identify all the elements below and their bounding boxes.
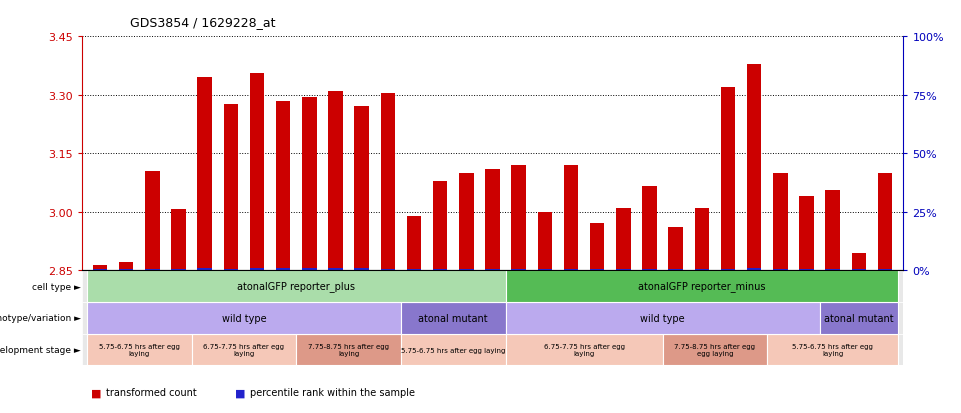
Text: cell type ►: cell type ► bbox=[33, 282, 81, 291]
Bar bbox=[93, 269, 108, 271]
Bar bbox=[86, 334, 191, 366]
Bar bbox=[695, 208, 709, 271]
Bar bbox=[877, 269, 892, 271]
Bar bbox=[145, 269, 160, 271]
Text: 5.75-6.75 hrs after egg laying: 5.75-6.75 hrs after egg laying bbox=[401, 347, 505, 353]
Bar bbox=[86, 271, 505, 302]
Bar bbox=[459, 173, 474, 271]
Bar bbox=[590, 269, 604, 271]
Bar bbox=[93, 266, 108, 271]
Text: 6.75-7.75 hrs after egg
laying: 6.75-7.75 hrs after egg laying bbox=[544, 343, 625, 356]
Bar bbox=[590, 224, 604, 271]
Text: 7.75-8.75 hrs after egg
egg laying: 7.75-8.75 hrs after egg egg laying bbox=[675, 343, 755, 356]
Bar bbox=[276, 101, 290, 271]
Bar bbox=[191, 334, 296, 366]
Bar bbox=[825, 269, 840, 271]
Bar bbox=[642, 187, 656, 271]
Bar bbox=[329, 92, 343, 271]
Bar bbox=[401, 334, 505, 366]
Bar bbox=[564, 166, 579, 271]
Bar bbox=[197, 78, 211, 271]
Bar bbox=[825, 191, 840, 271]
Bar bbox=[485, 169, 500, 271]
Text: 5.75-6.75 hrs after egg
laying: 5.75-6.75 hrs after egg laying bbox=[99, 343, 180, 356]
Bar bbox=[669, 228, 683, 271]
Bar bbox=[800, 269, 814, 271]
Bar bbox=[171, 269, 185, 271]
Bar bbox=[877, 173, 892, 271]
Bar bbox=[820, 302, 899, 334]
Bar bbox=[695, 269, 709, 271]
Bar bbox=[276, 268, 290, 271]
Bar bbox=[662, 334, 767, 366]
Bar bbox=[82, 334, 903, 366]
Bar bbox=[329, 268, 343, 271]
Bar bbox=[82, 302, 903, 334]
Text: genotype/variation ►: genotype/variation ► bbox=[0, 313, 81, 323]
Bar bbox=[511, 269, 526, 271]
Text: percentile rank within the sample: percentile rank within the sample bbox=[250, 387, 415, 397]
Text: wild type: wild type bbox=[222, 313, 266, 323]
Text: development stage ►: development stage ► bbox=[0, 345, 81, 354]
Bar bbox=[401, 302, 505, 334]
Bar bbox=[381, 94, 395, 271]
Bar bbox=[774, 269, 788, 271]
Bar bbox=[767, 334, 899, 366]
Bar bbox=[616, 208, 630, 271]
Text: 5.75-6.75 hrs after egg
laying: 5.75-6.75 hrs after egg laying bbox=[792, 343, 874, 356]
Text: 6.75-7.75 hrs after egg
laying: 6.75-7.75 hrs after egg laying bbox=[204, 343, 284, 356]
Bar bbox=[485, 269, 500, 271]
Bar bbox=[86, 302, 401, 334]
Bar bbox=[433, 269, 448, 271]
Text: ■: ■ bbox=[235, 387, 246, 397]
Bar bbox=[407, 269, 421, 271]
Bar bbox=[302, 97, 316, 271]
Bar bbox=[616, 269, 630, 271]
Bar bbox=[381, 269, 395, 271]
Text: atonal mutant: atonal mutant bbox=[418, 313, 488, 323]
Bar bbox=[302, 268, 316, 271]
Bar bbox=[851, 253, 866, 271]
Bar bbox=[537, 269, 552, 271]
Text: 7.75-8.75 hrs after egg
laying: 7.75-8.75 hrs after egg laying bbox=[308, 343, 389, 356]
Bar bbox=[747, 268, 761, 271]
Text: transformed count: transformed count bbox=[106, 387, 196, 397]
Bar bbox=[642, 269, 656, 271]
Text: atonalGFP reporter_minus: atonalGFP reporter_minus bbox=[638, 281, 766, 292]
Bar bbox=[800, 197, 814, 271]
Bar bbox=[774, 173, 788, 271]
Bar bbox=[459, 269, 474, 271]
Bar bbox=[511, 166, 526, 271]
Bar bbox=[355, 107, 369, 271]
Bar bbox=[82, 271, 903, 302]
Text: ■: ■ bbox=[91, 387, 102, 397]
Bar bbox=[119, 262, 134, 271]
Bar bbox=[505, 334, 662, 366]
Bar bbox=[119, 269, 134, 271]
Bar bbox=[851, 269, 866, 271]
Bar bbox=[224, 105, 238, 271]
Bar bbox=[296, 334, 401, 366]
Bar bbox=[747, 64, 761, 271]
Bar bbox=[250, 74, 264, 271]
Bar bbox=[433, 181, 448, 271]
Text: GDS3854 / 1629228_at: GDS3854 / 1629228_at bbox=[130, 16, 275, 29]
Bar bbox=[250, 268, 264, 271]
Text: atonal mutant: atonal mutant bbox=[824, 313, 894, 323]
Text: wild type: wild type bbox=[640, 313, 685, 323]
Bar bbox=[505, 302, 820, 334]
Bar bbox=[721, 88, 735, 271]
Bar bbox=[197, 268, 211, 271]
Bar bbox=[505, 271, 899, 302]
Text: atonalGFP reporter_plus: atonalGFP reporter_plus bbox=[237, 281, 356, 292]
Bar bbox=[145, 171, 160, 271]
Bar bbox=[537, 212, 552, 271]
Bar bbox=[171, 209, 185, 271]
Bar bbox=[407, 216, 421, 271]
Bar bbox=[721, 269, 735, 271]
Bar bbox=[564, 269, 579, 271]
Bar bbox=[224, 269, 238, 271]
Bar bbox=[355, 268, 369, 271]
Bar bbox=[669, 269, 683, 271]
